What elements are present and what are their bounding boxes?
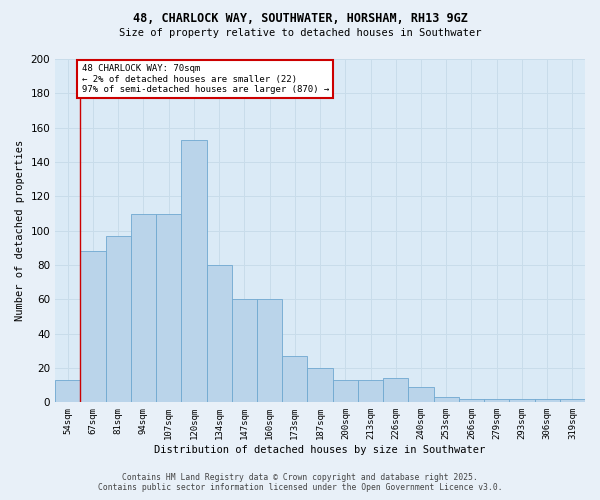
Bar xyxy=(131,214,156,402)
Bar xyxy=(434,397,459,402)
Bar xyxy=(459,399,484,402)
Bar xyxy=(206,265,232,402)
Text: Size of property relative to detached houses in Southwater: Size of property relative to detached ho… xyxy=(119,28,481,38)
Bar xyxy=(257,300,282,403)
Text: 48, CHARLOCK WAY, SOUTHWATER, HORSHAM, RH13 9GZ: 48, CHARLOCK WAY, SOUTHWATER, HORSHAM, R… xyxy=(133,12,467,26)
Bar xyxy=(232,300,257,403)
Text: 48 CHARLOCK WAY: 70sqm
← 2% of detached houses are smaller (22)
97% of semi-deta: 48 CHARLOCK WAY: 70sqm ← 2% of detached … xyxy=(82,64,329,94)
Y-axis label: Number of detached properties: Number of detached properties xyxy=(15,140,25,322)
Bar xyxy=(106,236,131,402)
Bar xyxy=(307,368,332,402)
Bar xyxy=(358,380,383,402)
Bar xyxy=(383,378,409,402)
Bar xyxy=(332,380,358,402)
Bar xyxy=(560,399,585,402)
Bar xyxy=(282,356,307,403)
X-axis label: Distribution of detached houses by size in Southwater: Distribution of detached houses by size … xyxy=(154,445,486,455)
Bar xyxy=(156,214,181,402)
Bar xyxy=(409,387,434,402)
Text: Contains HM Land Registry data © Crown copyright and database right 2025.
Contai: Contains HM Land Registry data © Crown c… xyxy=(98,473,502,492)
Bar xyxy=(181,140,206,402)
Bar xyxy=(509,399,535,402)
Bar xyxy=(55,380,80,402)
Bar xyxy=(484,399,509,402)
Bar xyxy=(80,252,106,402)
Bar xyxy=(535,399,560,402)
